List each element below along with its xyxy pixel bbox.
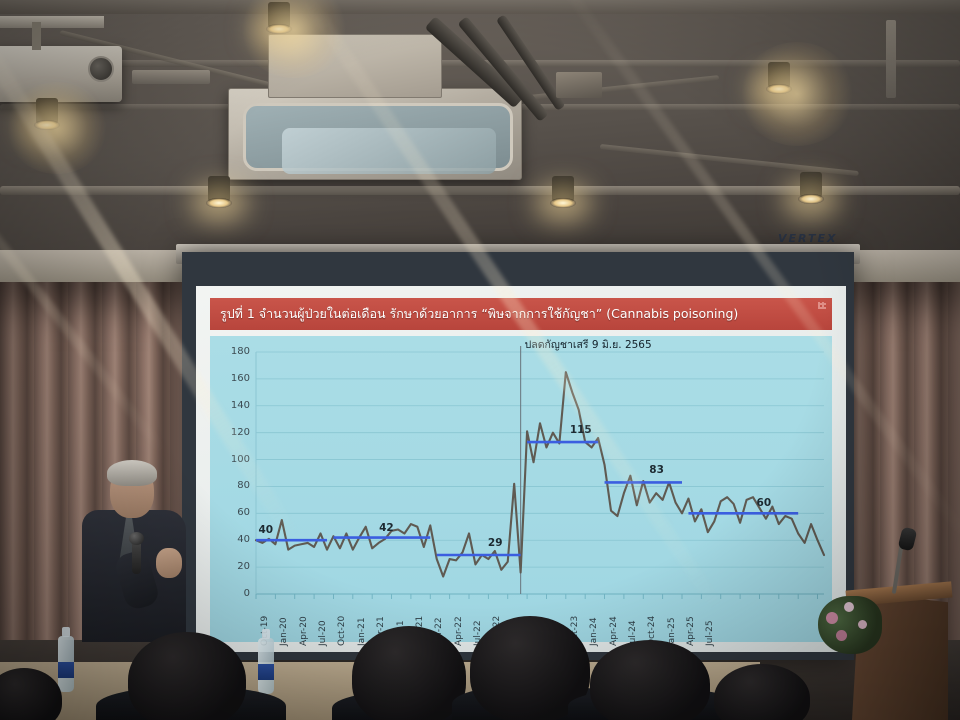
ac-panel — [282, 128, 496, 174]
audience-head — [352, 626, 466, 720]
slide-title-bar: รูปที่ 1 จำนวนผู้ป่วยในต่อเดือน รักษาด้ว… — [210, 298, 832, 330]
ceiling-spotlight — [550, 176, 576, 208]
ceiling-junction-box — [556, 72, 602, 98]
chart-plot-area: 0 20 40 60 80 100 120 140 160 180 40 42 29 115 83 60 ป… — [210, 336, 832, 642]
y-axis-tick: 180 — [230, 346, 250, 357]
water-bottle — [58, 627, 74, 692]
line-chart — [254, 346, 826, 599]
ac-grill — [243, 103, 513, 174]
x-axis-tick: Apr-20 — [298, 616, 309, 646]
trend-value-label: 60 — [756, 497, 772, 510]
y-axis-tick: 40 — [237, 534, 250, 546]
slide: รูปที่ 1 จำนวนผู้ป่วยในต่อเดือน รักษาด้ว… — [196, 286, 846, 652]
y-axis-tick: 140 — [230, 399, 250, 411]
ceiling-spotlight — [34, 98, 60, 130]
ceiling-spotlight — [766, 62, 792, 94]
x-axis-tick: Apr-24 — [608, 616, 619, 646]
x-axis-tick: Apr-22 — [453, 616, 464, 646]
audience-head — [590, 640, 710, 720]
trend-value-label: 115 — [569, 424, 592, 437]
ceiling-spotlight — [206, 176, 232, 208]
screen-brand-label: VERTEX — [778, 232, 838, 245]
flower — [844, 602, 854, 612]
trend-value-label: 40 — [258, 524, 274, 537]
y-axis-tick: 80 — [237, 480, 250, 492]
x-axis-tick: Jan-21 — [356, 617, 367, 646]
trend-value-label: 29 — [487, 537, 503, 549]
trend-value-label: 42 — [379, 521, 394, 534]
y-axis-tick: 160 — [230, 372, 250, 384]
ceiling-projector — [0, 16, 122, 102]
bottle-label — [258, 664, 274, 680]
water-bottle — [258, 629, 274, 694]
bottle-label — [58, 662, 74, 678]
y-axis-tick: 60 — [237, 507, 250, 519]
speaker-hair — [107, 460, 157, 486]
trend-value-label: 83 — [649, 464, 664, 477]
event-annotation-label: ปลดกัญชาเสรี 9 มิ.ย. 2565 — [524, 339, 652, 351]
audience-head — [128, 632, 246, 720]
ceiling-pipe — [0, 186, 960, 195]
audience-head — [714, 664, 810, 720]
y-axis-tick: 20 — [237, 561, 250, 573]
ceiling-beam — [0, 0, 960, 14]
projector-mount-plate — [0, 16, 104, 28]
ceiling-spotlight — [798, 172, 824, 204]
air-conditioner-unit — [228, 88, 522, 180]
slide-title: รูปที่ 1 จำนวนผู้ป่วยในต่อเดือน รักษาด้ว… — [220, 306, 739, 321]
x-axis-tick: Jul-25 — [705, 620, 716, 646]
x-axis-tick: Jul-20 — [318, 620, 329, 646]
ceiling-vent — [132, 70, 210, 84]
flower — [826, 612, 838, 624]
flower-arrangement — [818, 596, 882, 654]
ceiling-conduit — [886, 20, 896, 98]
y-axis-tick: 100 — [230, 453, 250, 465]
ceiling-spotlight — [266, 2, 292, 34]
y-axis-tick: 0 — [243, 588, 250, 599]
flower — [836, 630, 847, 641]
speaker-person — [72, 452, 192, 642]
y-axis-tick: 120 — [230, 426, 250, 438]
x-axis-tick: Jan-24 — [589, 617, 600, 646]
speaker-hand — [156, 548, 182, 578]
flower — [858, 620, 867, 629]
ceiling — [0, 0, 960, 272]
projector-mount-arm — [32, 22, 41, 50]
microphone-head-icon — [129, 532, 144, 545]
decoration-dots-icon — [818, 302, 826, 309]
light-glow — [740, 42, 854, 146]
x-axis-tick: Jan-20 — [279, 617, 290, 646]
ac-housing — [268, 34, 442, 98]
x-axis-tick: Oct-20 — [337, 615, 348, 646]
projector-lens-icon — [88, 56, 114, 82]
x-axis-tick: Apr-25 — [686, 616, 696, 646]
handheld-microphone-icon — [132, 538, 141, 574]
